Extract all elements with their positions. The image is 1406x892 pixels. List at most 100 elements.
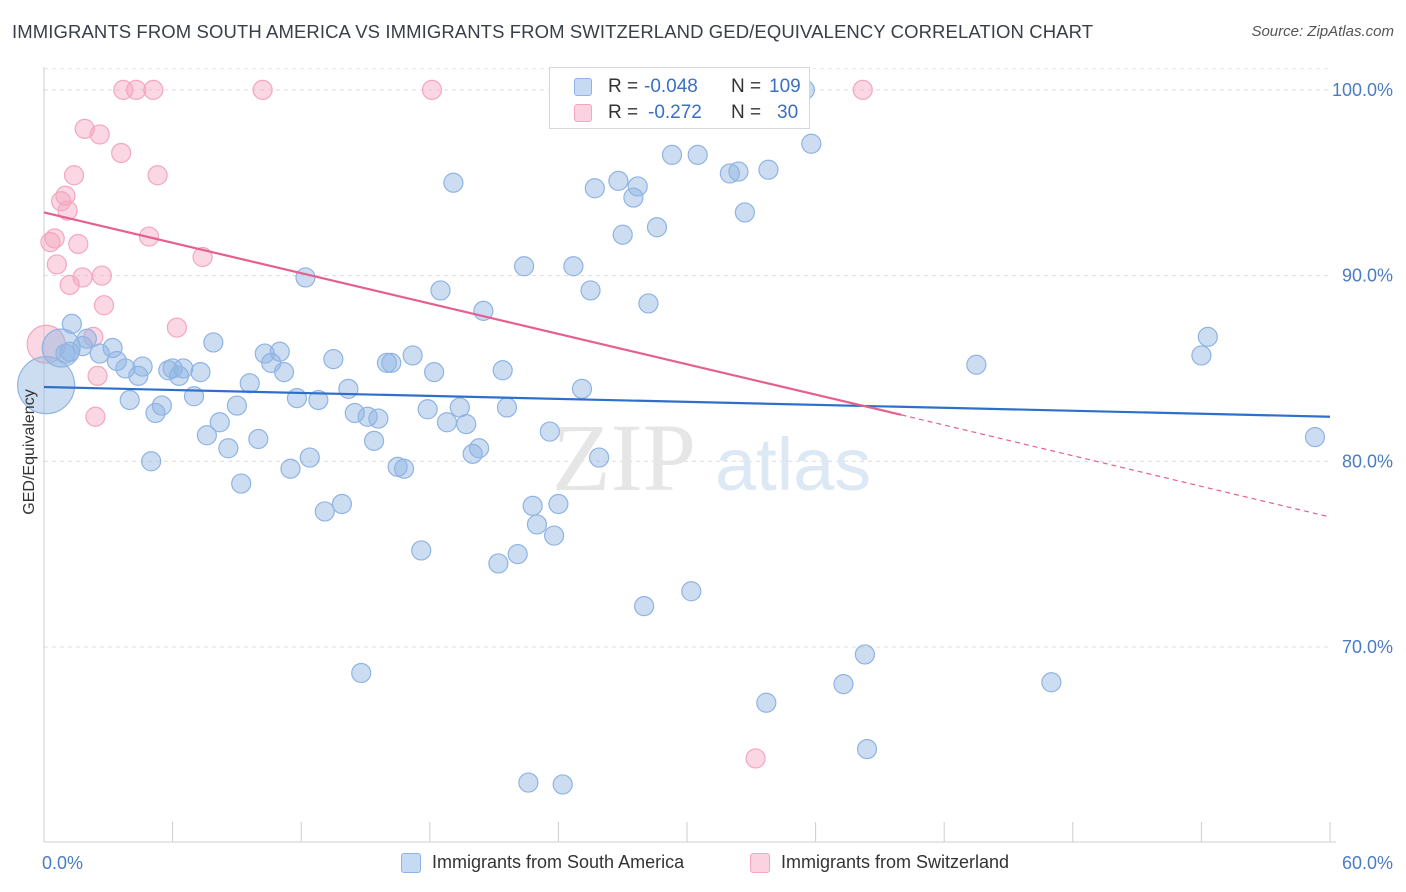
point-south-america — [623, 187, 644, 208]
point-switzerland — [72, 267, 93, 288]
axes — [43, 67, 1336, 843]
legend-r-value: -0.048 — [644, 76, 698, 97]
point-south-america — [299, 447, 320, 468]
point-south-america — [351, 662, 372, 684]
trend-line-switzerland — [43, 211, 902, 416]
point-south-america — [417, 399, 438, 420]
point-south-america — [106, 350, 127, 372]
point-south-america — [151, 395, 172, 416]
legend-r-label: R = — [608, 102, 639, 123]
point-south-america — [638, 293, 659, 314]
point-switzerland — [91, 265, 112, 286]
point-south-america — [61, 313, 82, 334]
legend-n-value: 30 — [777, 102, 799, 123]
point-switzerland — [55, 185, 76, 206]
legend-n-label: N = — [731, 76, 762, 97]
point-south-america — [514, 256, 535, 277]
trend-line-south-america — [43, 385, 1331, 418]
point-switzerland — [93, 295, 115, 316]
point-south-america — [687, 144, 708, 165]
point-south-america — [17, 356, 76, 415]
point-switzerland — [87, 365, 108, 386]
point-switzerland — [46, 254, 67, 275]
y-tick-label: 70.0% — [1342, 637, 1393, 657]
point-switzerland — [111, 142, 132, 164]
point-south-america — [507, 544, 528, 565]
legend-swatch-pink — [574, 104, 592, 122]
point-south-america — [627, 176, 648, 197]
point-south-america — [102, 337, 123, 359]
point-south-america — [128, 365, 149, 386]
point-south-america — [344, 402, 365, 424]
point-south-america — [239, 373, 260, 394]
point-switzerland — [147, 165, 168, 186]
watermark-atlas: atlas — [715, 423, 871, 506]
point-south-america — [801, 133, 822, 154]
point-south-america — [59, 341, 80, 362]
point-south-america — [580, 280, 601, 301]
point-switzerland — [852, 79, 873, 100]
legend-n-value: 109 — [769, 76, 801, 97]
point-south-america — [273, 362, 295, 383]
point-south-america — [589, 447, 610, 468]
point-south-america — [196, 425, 217, 446]
point-south-america — [563, 256, 584, 277]
point-south-america — [314, 501, 335, 522]
point-south-america — [393, 458, 415, 479]
point-south-america — [323, 349, 344, 370]
point-south-america — [518, 772, 539, 793]
point-south-america — [76, 328, 97, 349]
point-south-america — [544, 525, 565, 546]
point-south-america — [308, 389, 329, 411]
point-switzerland — [126, 79, 147, 100]
point-switzerland — [745, 748, 766, 769]
point-south-america — [402, 345, 423, 366]
point-south-america — [608, 170, 629, 191]
point-south-america — [376, 352, 398, 373]
point-south-america — [443, 172, 464, 193]
point-south-america — [734, 202, 755, 223]
x-tick-label: 60.0% — [1342, 853, 1393, 873]
point-south-america — [363, 430, 385, 451]
point-south-america — [719, 163, 740, 184]
point-south-america — [338, 378, 359, 399]
point-south-america — [758, 159, 779, 180]
point-switzerland — [57, 200, 78, 221]
point-south-america — [231, 473, 252, 494]
point-south-america — [456, 414, 477, 435]
legend-r-value: -0.272 — [648, 102, 702, 123]
point-south-america — [430, 280, 451, 301]
watermark: ZIP atlas — [552, 404, 871, 511]
point-south-america — [571, 378, 593, 399]
point-south-america — [203, 332, 224, 353]
point-switzerland — [74, 118, 95, 139]
point-south-america — [856, 739, 878, 760]
point-switzerland — [166, 317, 187, 338]
legend-swatch-pink — [750, 853, 770, 873]
point-switzerland — [89, 124, 110, 145]
trend-extension-switzerland — [901, 414, 1331, 518]
point-south-america — [280, 458, 301, 479]
point-south-america — [1304, 427, 1326, 448]
point-south-america — [218, 438, 239, 459]
point-south-america — [1191, 345, 1212, 366]
point-south-america — [522, 495, 543, 516]
point-south-america — [269, 341, 290, 362]
point-switzerland — [85, 406, 106, 427]
point-south-america — [661, 144, 683, 165]
point-switzerland — [59, 274, 80, 295]
point-switzerland — [252, 79, 273, 100]
point-switzerland — [44, 228, 65, 249]
point-south-america — [119, 389, 140, 411]
correlation-legend: R = -0.048 N = 109 R = -0.272 N = 30 — [549, 67, 810, 129]
legend-label: Immigrants from South America — [432, 852, 685, 872]
y-axis-title: GED/Equivalency — [21, 389, 38, 514]
point-south-america — [1197, 326, 1218, 347]
point-south-america — [1041, 672, 1062, 693]
point-south-america — [526, 514, 548, 535]
point-south-america — [612, 224, 633, 245]
point-south-america — [634, 596, 655, 617]
point-switzerland — [63, 165, 85, 186]
point-south-america — [115, 358, 136, 379]
